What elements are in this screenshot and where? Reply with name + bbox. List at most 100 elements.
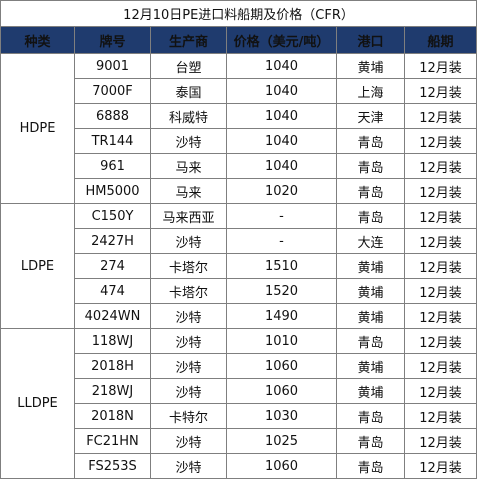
title-row: 12月10日PE进口料船期及价格（CFR） <box>0 0 477 27</box>
ship-cell: 12月装 <box>403 403 477 429</box>
producer-cell: 卡特尔 <box>150 403 227 429</box>
table-body: 12月10日PE进口料船期及价格（CFR） 种类 牌号 生产商 价格（美元/吨）… <box>0 0 477 479</box>
ship-cell: 12月装 <box>403 328 477 354</box>
price-cell: 1010 <box>226 328 337 354</box>
price-cell: 1025 <box>226 428 337 454</box>
price-cell: 1060 <box>226 378 337 404</box>
price-cell: 1520 <box>226 278 337 304</box>
ship-cell: 12月装 <box>403 453 477 479</box>
ship-cell: 12月装 <box>403 53 477 79</box>
grade-cell: 9001 <box>74 53 151 79</box>
table-row: LDPE C150Y 马来西亚 - 青岛 12月装 <box>0 203 477 329</box>
ship-cell: 12月装 <box>403 103 477 129</box>
table-row: 7000F 泰国 1040 上海 12月装 <box>1 78 477 104</box>
port-cell: 黄埔 <box>336 53 405 79</box>
table-title: 12月10日PE进口料船期及价格（CFR） <box>0 0 477 27</box>
producer-cell: 卡塔尔 <box>150 253 227 279</box>
table-row: 218WJ 沙特 1060 黄埔 12月装 <box>1 378 477 404</box>
producer-cell: 科威特 <box>150 103 227 129</box>
ship-cell: 12月装 <box>403 228 477 254</box>
port-cell: 黄埔 <box>336 253 405 279</box>
port-cell: 青岛 <box>336 328 405 354</box>
category-cell: LDPE <box>0 203 75 329</box>
port-cell: 黄埔 <box>336 278 405 304</box>
ship-cell: 12月装 <box>403 153 477 179</box>
ship-cell: 12月装 <box>403 278 477 304</box>
price-table: 12月10日PE进口料船期及价格（CFR） 种类 牌号 生产商 价格（美元/吨）… <box>0 0 477 479</box>
price-cell: 1040 <box>226 128 337 154</box>
price-cell: - <box>226 203 337 229</box>
price-cell: 1510 <box>226 253 337 279</box>
header-ship: 船期 <box>403 26 477 54</box>
port-cell: 天津 <box>336 103 405 129</box>
port-cell: 黄埔 <box>336 353 405 379</box>
producer-cell: 马来西亚 <box>150 203 227 229</box>
producer-cell: 沙特 <box>150 428 227 454</box>
producer-cell: 沙特 <box>150 328 227 354</box>
ship-cell: 12月装 <box>403 253 477 279</box>
header-category: 种类 <box>0 26 75 54</box>
header-price: 价格（美元/吨） <box>226 26 337 54</box>
ship-cell: 12月装 <box>403 303 477 329</box>
port-cell: 黄埔 <box>336 378 405 404</box>
grade-cell: 4024WN <box>74 303 151 329</box>
port-cell: 青岛 <box>336 153 405 179</box>
grade-cell: FC21HN <box>74 428 151 454</box>
table-row: 4024WN 沙特 1490 黄埔 12月装 <box>1 303 477 329</box>
ship-cell: 12月装 <box>403 428 477 454</box>
header-port: 港口 <box>336 26 405 54</box>
ship-cell: 12月装 <box>403 128 477 154</box>
category-cell: LLDPE <box>0 328 75 479</box>
producer-cell: 沙特 <box>150 453 227 479</box>
grade-cell: C150Y <box>74 203 151 229</box>
producer-cell: 泰国 <box>150 78 227 104</box>
port-cell: 青岛 <box>336 403 405 429</box>
grade-cell: HM5000 <box>74 178 151 204</box>
price-cell: 1040 <box>226 153 337 179</box>
grade-cell: FS253S <box>74 453 151 479</box>
producer-cell: 沙特 <box>150 128 227 154</box>
port-cell: 青岛 <box>336 453 405 479</box>
port-cell: 黄埔 <box>336 303 405 329</box>
table-row: HDPE 9001 台塑 1040 黄埔 12月装 <box>0 53 477 204</box>
grade-cell: 7000F <box>74 78 151 104</box>
price-cell: 1040 <box>226 53 337 79</box>
grade-cell: 118WJ <box>74 328 151 354</box>
ship-cell: 12月装 <box>403 178 477 204</box>
port-cell: 青岛 <box>336 203 405 229</box>
table-row: FS253S 沙特 1060 青岛 12月装 <box>1 453 477 479</box>
price-cell: 1020 <box>226 178 337 204</box>
table-row: HM5000 马来 1020 青岛 12月装 <box>1 178 477 204</box>
producer-cell: 卡塔尔 <box>150 278 227 304</box>
price-cell: 1040 <box>226 78 337 104</box>
price-cell: 1030 <box>226 403 337 429</box>
grade-cell: 2018H <box>74 353 151 379</box>
ship-cell: 12月装 <box>403 353 477 379</box>
producer-cell: 马来 <box>150 153 227 179</box>
table-row: 961 马来 1040 青岛 12月装 <box>1 153 477 179</box>
price-cell: - <box>226 228 337 254</box>
header-row: 种类 牌号 生产商 价格（美元/吨） 港口 船期 <box>0 26 477 54</box>
grade-cell: 961 <box>74 153 151 179</box>
grade-cell: TR144 <box>74 128 151 154</box>
category-cell: HDPE <box>0 53 75 204</box>
ship-cell: 12月装 <box>403 78 477 104</box>
table-row: TR144 沙特 1040 青岛 12月装 <box>1 128 477 154</box>
port-cell: 上海 <box>336 78 405 104</box>
grade-cell: 274 <box>74 253 151 279</box>
price-cell: 1040 <box>226 103 337 129</box>
ship-cell: 12月装 <box>403 378 477 404</box>
port-cell: 青岛 <box>336 128 405 154</box>
header-grade: 牌号 <box>74 26 151 54</box>
grade-cell: 2018N <box>74 403 151 429</box>
grade-cell: 218WJ <box>74 378 151 404</box>
table-row: LLDPE 118WJ 沙特 1010 青岛 12月装 <box>0 328 477 479</box>
price-cell: 1060 <box>226 453 337 479</box>
port-cell: 青岛 <box>336 178 405 204</box>
grade-cell: 474 <box>74 278 151 304</box>
table-row: 474 卡塔尔 1520 黄埔 12月装 <box>1 278 477 304</box>
table-row: 6888 科威特 1040 天津 12月装 <box>1 103 477 129</box>
producer-cell: 沙特 <box>150 228 227 254</box>
producer-cell: 马来 <box>150 178 227 204</box>
